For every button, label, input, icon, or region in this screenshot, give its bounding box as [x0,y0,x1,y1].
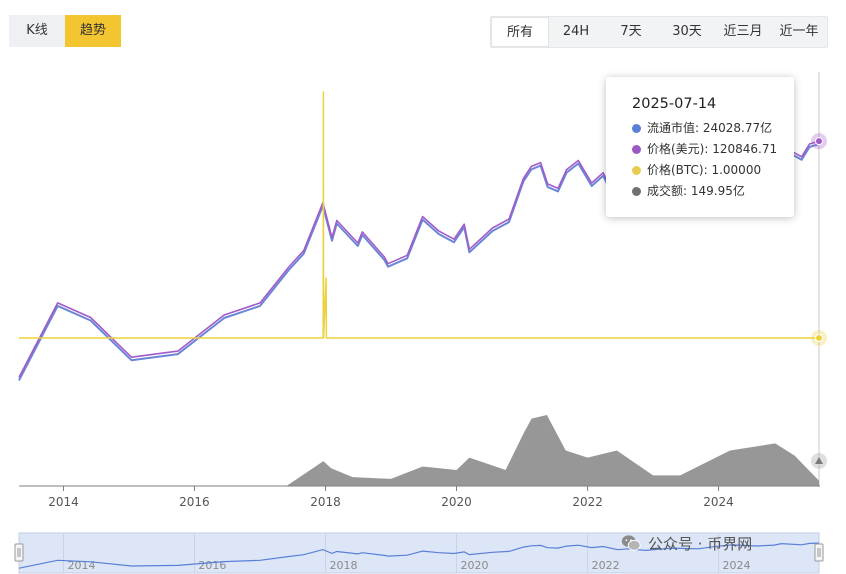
range-3m-button[interactable]: 近三月 [723,24,763,39]
tooltip-price-btc: 价格(BTC): 1.00000 [647,163,762,177]
navigator-left-handle[interactable] [14,543,24,562]
x-axis-ticks: 2014 2016 2018 2020 2022 2024 [48,486,734,509]
x-tick-label: 2022 [572,495,603,509]
chart-mode-toggle: K线 趋势 [9,15,121,47]
x-tick-label: 2020 [441,495,472,509]
tooltip-row-volume: 成交额: 149.95亿 [632,182,745,199]
price-usd-marker [811,133,827,150]
navigator-tick-label: 2020 [460,559,488,572]
tooltip-volume: 成交额: 149.95亿 [647,184,745,198]
x-tick-label: 2014 [48,495,79,509]
range-1y-button[interactable]: 近一年 [779,24,819,39]
watermark-text: 公众号 · 币界网 [648,534,753,553]
market-cap-dot [632,124,641,133]
tooltip-row-market-cap: 流通市值: 24028.77亿 [632,119,772,136]
range-7d-button[interactable]: 7天 [620,24,642,39]
navigator-tick-label: 2022 [592,559,620,572]
price-usd-dot [632,145,641,154]
navigator-line [18,542,820,569]
range-30d-button[interactable]: 30天 [672,24,702,39]
x-tick-label: 2024 [703,495,734,509]
tooltip-row-price-btc: 价格(BTC): 1.00000 [632,161,761,178]
volume-area [19,415,819,486]
price-btc-marker [811,330,827,346]
data-tooltip: 2025-07-14 流通市值: 24028.77亿 价格(美元): 12084… [606,77,794,217]
price-btc-line [19,91,819,339]
wechat-icon [621,535,641,551]
range-navigator[interactable]: 2014 2016 2018 2020 2022 2024 [0,530,846,574]
time-range-selector: 所有 24H 7天 30天 近三月 近一年 [490,16,828,48]
x-tick-label: 2018 [310,495,341,509]
range-24h-button[interactable]: 24H [562,24,590,39]
x-tick-label: 2016 [179,495,210,509]
price-btc-dot [632,166,641,175]
volume-marker [811,453,827,469]
navigator-right-handle[interactable] [814,543,824,562]
hover-markers [811,133,827,469]
mode-trend-button[interactable]: 趋势 [65,15,121,47]
mode-kline-button[interactable]: K线 [9,15,65,47]
tooltip-row-price-usd: 价格(美元): 120846.71 [632,140,777,157]
navigator-tick-label: 2018 [330,559,358,572]
tooltip-date: 2025-07-14 [632,96,717,112]
tooltip-market-cap: 流通市值: 24028.77亿 [647,121,773,135]
navigator-tick-label: 2016 [198,559,226,572]
watermark: 公众号 · 币界网 [620,530,752,556]
volume-dot [632,187,641,196]
range-all-button[interactable]: 所有 [491,17,549,47]
tooltip-price-usd: 价格(美元): 120846.71 [647,142,778,156]
navigator-ticks: 2014 2016 2018 2020 2022 2024 [62,533,751,573]
navigator-tick-label: 2024 [723,559,751,572]
